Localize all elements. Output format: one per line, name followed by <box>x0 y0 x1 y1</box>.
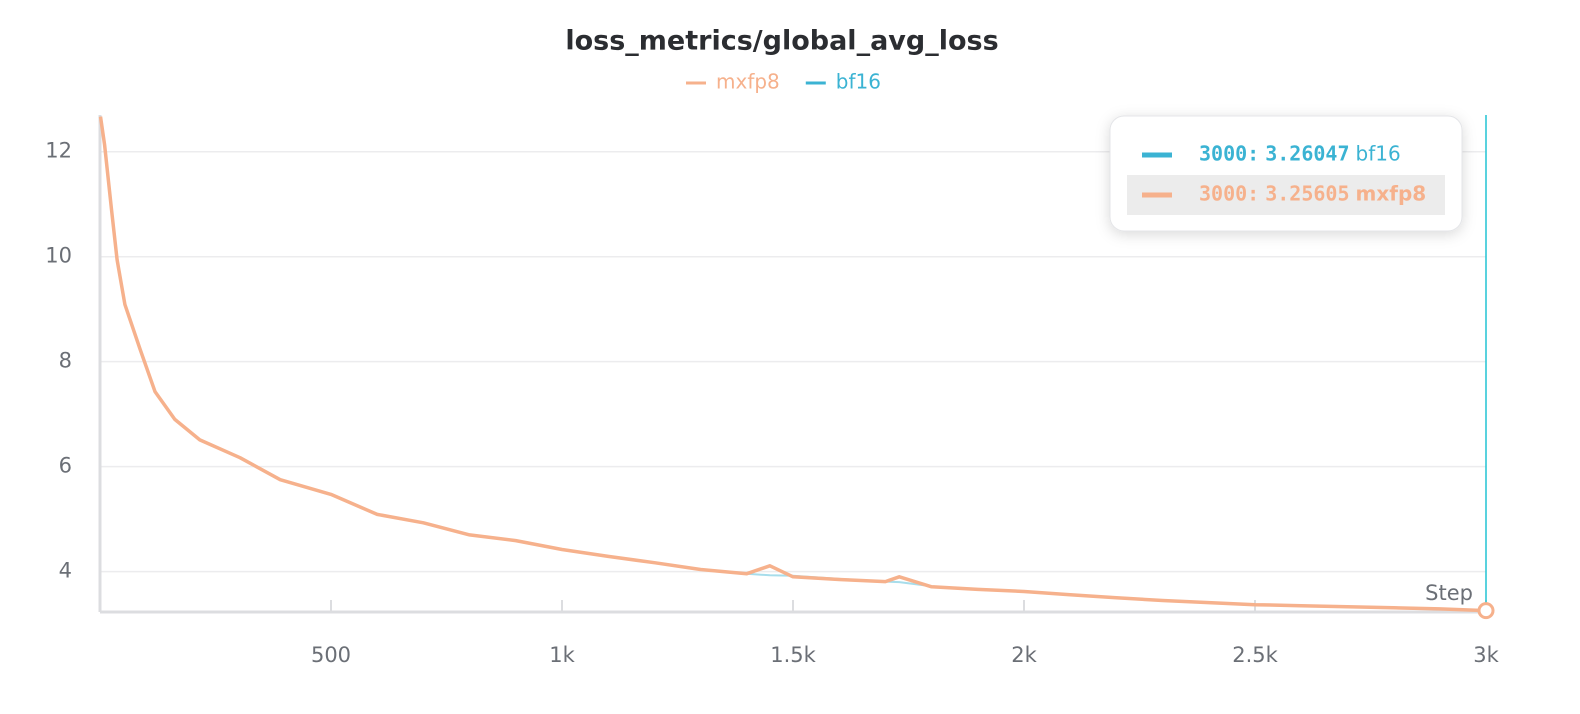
legend: mxfp8 bf16 <box>686 70 881 94</box>
tooltip-step: 3000: <box>1199 142 1259 166</box>
x-tick-label: 500 <box>311 643 351 667</box>
y-tick-label: 12 <box>45 139 72 163</box>
tooltip-value: 3.25605 <box>1265 182 1349 206</box>
x-tick-label: 1k <box>549 643 575 667</box>
x-axis-title: Step <box>1425 581 1473 605</box>
x-tick-label: 1.5k <box>770 643 816 667</box>
tooltip: 3000: 3.26047 bf16 3000: 3.25605 mxfp8 <box>1109 115 1463 232</box>
series-line <box>98 116 1487 613</box>
tooltip-series: bf16 <box>1356 142 1401 166</box>
tooltip-step: 3000: <box>1199 182 1259 206</box>
x-tick-label: 2.5k <box>1232 643 1278 667</box>
tooltip-highlight <box>1127 175 1445 215</box>
legend-label: mxfp8 <box>716 70 780 94</box>
y-tick-label: 6 <box>59 454 72 478</box>
chart-title: loss_metrics/global_avg_loss <box>565 26 998 57</box>
y-tick-label: 10 <box>45 244 72 268</box>
tooltip-series: mxfp8 <box>1356 182 1427 206</box>
y-tick-label: 4 <box>59 559 72 583</box>
legend-label: bf16 <box>836 70 881 94</box>
tooltip-value: 3.26047 <box>1265 142 1349 166</box>
hover-point <box>1477 602 1495 620</box>
x-tick-label: 2k <box>1011 643 1037 667</box>
y-tick-label: 8 <box>59 349 72 373</box>
plot-area: 4 6 8 10 12 500 1k 1.5k 2k 2.5k 3k Step <box>45 115 1500 667</box>
x-tick-label: 3k <box>1473 643 1499 667</box>
